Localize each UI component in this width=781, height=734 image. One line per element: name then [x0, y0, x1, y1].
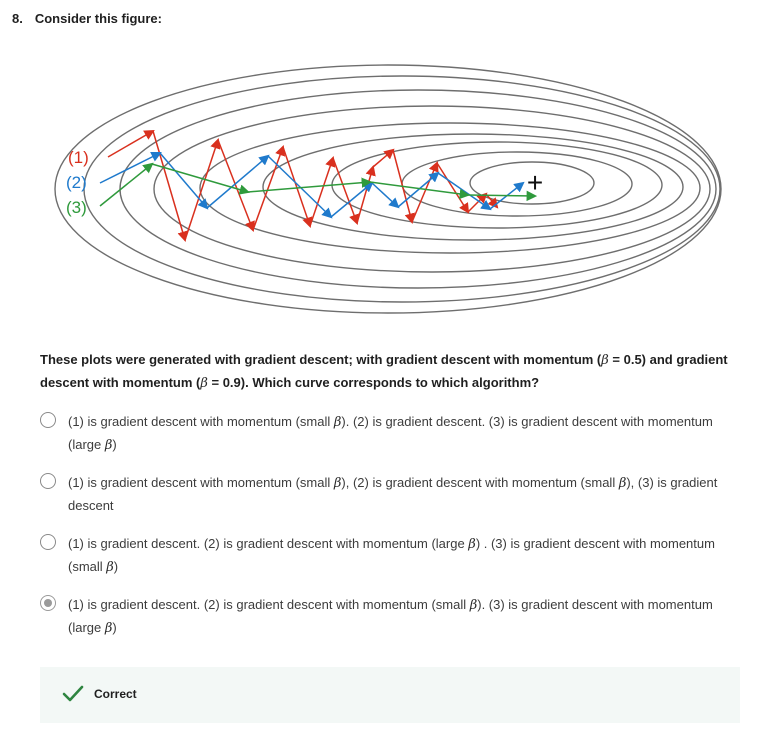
radio-button[interactable] — [40, 534, 56, 550]
beta-symbol: β — [468, 537, 476, 552]
question-number: 8. — [12, 11, 23, 26]
radio-button-selected[interactable] — [40, 595, 56, 611]
curve-3-path — [99, 162, 538, 207]
feedback-label: Correct — [94, 687, 137, 701]
contour-9 — [469, 161, 595, 205]
curve-2-path — [99, 152, 525, 219]
option-label: (1) is gradient descent. (2) is gradient… — [68, 536, 715, 575]
contour-1 — [54, 64, 722, 314]
prompt-text-3: = 0.9). Which curve corresponds to which… — [207, 375, 540, 390]
prompt-text-2: = 0.5) and gradient descent with momentu… — [40, 352, 728, 390]
contour-lines — [54, 64, 722, 314]
beta-symbol: β — [618, 476, 627, 491]
contour-6 — [262, 133, 684, 241]
prompt-text-1: These plots were generated with gradient… — [40, 352, 602, 367]
contour-2 — [83, 75, 721, 303]
contour-4 — [153, 105, 711, 273]
option-label: (1) is gradient descent. (2) is gradient… — [68, 597, 713, 636]
option-label: (1) is gradient descent with momentum (s… — [68, 475, 718, 513]
checkmark-icon — [62, 685, 84, 702]
contour-8 — [401, 151, 633, 217]
beta-symbol: β — [104, 621, 113, 636]
label-curve-3: (3) — [66, 198, 87, 217]
beta-symbol: β — [469, 598, 478, 613]
radio-button[interactable] — [40, 473, 56, 489]
minimum-marker: + — [527, 167, 543, 198]
beta-symbol: β — [104, 438, 113, 453]
radio-button[interactable] — [40, 412, 56, 428]
beta-symbol: β — [200, 376, 208, 391]
label-curve-1: (1) — [68, 148, 89, 167]
label-curve-2: (2) — [66, 173, 87, 192]
curve-1-path — [107, 129, 499, 243]
optimization-figure: + (1) (2) (3) — [54, 64, 722, 314]
feedback-box: Correct — [40, 667, 740, 723]
question-prompt: These plots were generated with gradient… — [40, 349, 740, 395]
beta-symbol: β — [106, 560, 114, 575]
question-title: Consider this figure: — [34, 11, 162, 26]
beta-symbol: β — [333, 415, 342, 430]
question-header: 8. Consider this figure: — [12, 11, 162, 26]
beta-symbol: β — [333, 476, 342, 491]
option-label: (1) is gradient descent with momentum (s… — [68, 414, 713, 453]
contour-5 — [199, 122, 701, 254]
beta-symbol: β — [601, 353, 609, 368]
